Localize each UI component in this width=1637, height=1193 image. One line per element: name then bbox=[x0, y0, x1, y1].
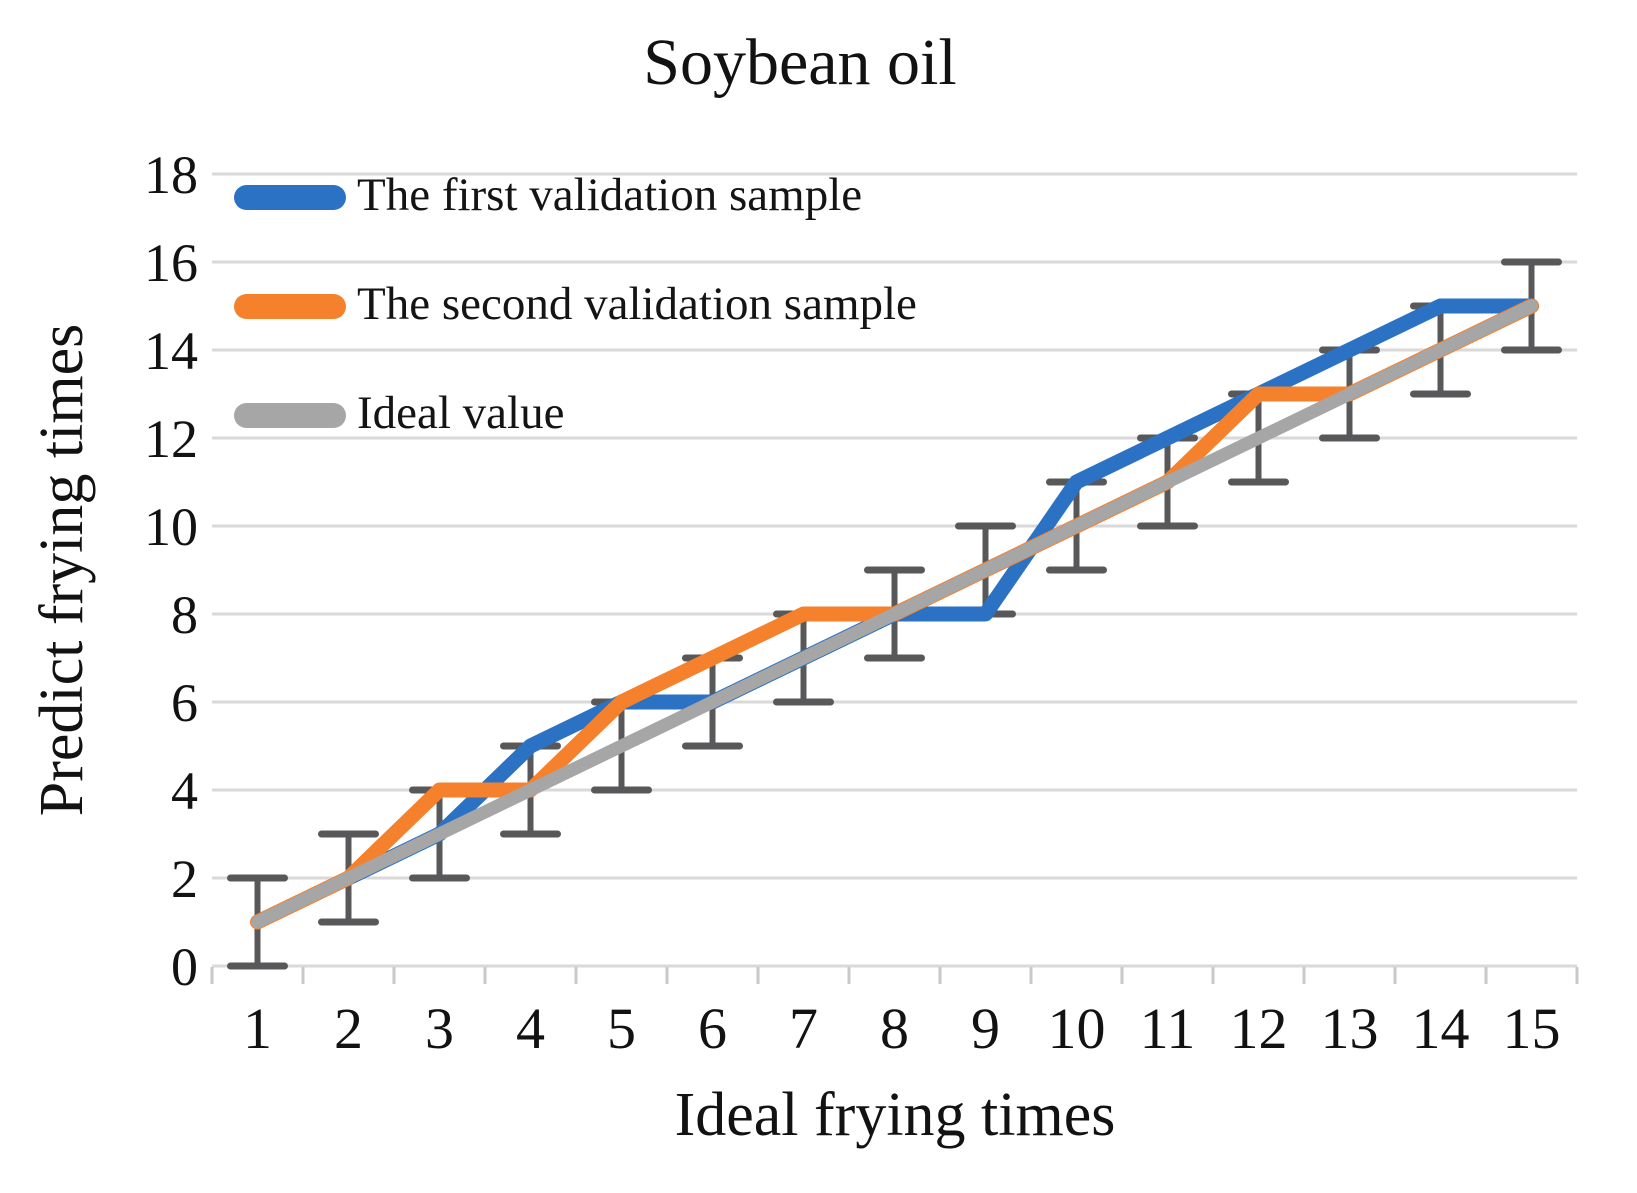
x-tick-label: 5 bbox=[607, 996, 636, 1061]
y-tick-label: 0 bbox=[171, 937, 198, 997]
x-tick-label: 1 bbox=[243, 996, 272, 1061]
x-tick-label: 15 bbox=[1503, 996, 1561, 1061]
y-tick-label: 16 bbox=[144, 233, 198, 293]
x-tick-labels: 1 2 3 4 5 6 7 8 9 10 11 12 13 14 15 bbox=[243, 996, 1561, 1061]
legend-label: Ideal value bbox=[357, 386, 565, 439]
legend-item-ideal-value: Ideal value bbox=[234, 388, 917, 442]
orange-line-swatch-icon bbox=[234, 293, 346, 319]
legend-label: The second validation sample bbox=[357, 277, 917, 330]
x-tick-label: 10 bbox=[1048, 996, 1106, 1061]
y-tick-labels: 0 2 4 6 8 10 12 14 16 18 bbox=[144, 145, 198, 997]
y-tick-label: 8 bbox=[171, 585, 198, 645]
x-tick-label: 13 bbox=[1321, 996, 1379, 1061]
legend-item-first-validation: The first validation sample bbox=[234, 170, 917, 224]
blue-line-swatch-icon bbox=[234, 184, 346, 210]
x-tick-label: 6 bbox=[698, 996, 727, 1061]
x-axis-ticks bbox=[210, 967, 1579, 984]
y-tick-label: 12 bbox=[144, 409, 198, 469]
x-tick-label: 3 bbox=[425, 996, 454, 1061]
x-tick-label: 4 bbox=[516, 996, 545, 1061]
y-tick-label: 14 bbox=[144, 321, 198, 381]
x-tick-label: 7 bbox=[789, 996, 818, 1061]
y-tick-label: 6 bbox=[171, 673, 198, 733]
legend: The first validation sample The second v… bbox=[234, 170, 917, 497]
series-line bbox=[341, 298, 1539, 886]
series-lines bbox=[250, 298, 1539, 930]
x-tick-label: 11 bbox=[1140, 996, 1196, 1061]
y-tick-label: 10 bbox=[144, 497, 198, 557]
x-tick-label: 9 bbox=[971, 996, 1000, 1061]
x-tick-label: 2 bbox=[334, 996, 363, 1061]
y-tick-label: 4 bbox=[171, 761, 198, 821]
x-tick-label: 12 bbox=[1230, 996, 1288, 1061]
x-tick-label: 8 bbox=[880, 996, 909, 1061]
x-tick-label: 14 bbox=[1412, 996, 1470, 1061]
legend-item-second-validation: The second validation sample bbox=[234, 279, 917, 333]
chart-title: Soybean oil bbox=[643, 26, 957, 99]
y-tick-label: 18 bbox=[144, 145, 198, 205]
legend-label: The first validation sample bbox=[357, 168, 863, 221]
gray-line-swatch-icon bbox=[234, 402, 346, 428]
y-tick-label: 2 bbox=[171, 849, 198, 909]
x-axis-title: Ideal frying times bbox=[674, 1081, 1116, 1149]
series-line bbox=[251, 299, 1538, 929]
